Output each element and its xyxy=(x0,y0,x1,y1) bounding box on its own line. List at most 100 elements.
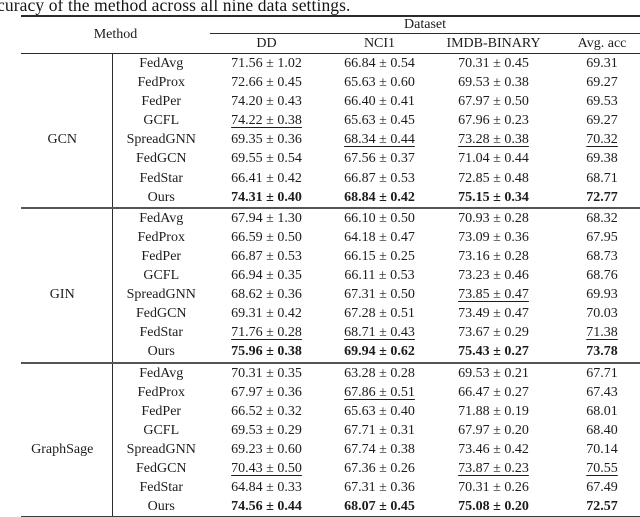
metric-value: 73.78 xyxy=(586,344,618,360)
value-cell: 67.49 xyxy=(551,478,640,497)
value-cell: 65.63 ± 0.60 xyxy=(323,73,436,92)
value-cell: 70.31 ± 0.35 xyxy=(210,363,323,383)
value-cell: 68.71 xyxy=(551,169,640,188)
metric-value: 67.74 ± 0.38 xyxy=(344,441,415,457)
group-cell-empty xyxy=(21,168,113,188)
group-cell-empty xyxy=(21,304,113,324)
value-cell: 68.40 xyxy=(551,421,640,440)
table-row: FedProx 67.97 ± 0.36 67.86 ± 0.51 66.47 ± 0… xyxy=(21,382,640,402)
metric-value: 67.31 ± 0.50 xyxy=(344,287,415,303)
metric-value: 75.96 ± 0.38 xyxy=(231,344,302,360)
method-name: GCFL xyxy=(143,268,180,284)
value-cell: 74.22 ± 0.38 xyxy=(210,111,323,130)
metric-value: 70.03 xyxy=(586,306,618,322)
value-cell: 65.63 ± 0.40 xyxy=(323,402,436,421)
method-name: GCFL xyxy=(143,113,180,129)
value-cell: 67.31 ± 0.36 xyxy=(323,478,436,497)
group-cell-empty xyxy=(21,111,113,131)
metric-value: 70.31 ± 0.45 xyxy=(458,56,529,71)
value-cell: 69.31 ± 0.42 xyxy=(210,304,323,323)
value-cell: 73.67 ± 0.29 xyxy=(436,323,551,342)
metric-value: 73.23 ± 0.46 xyxy=(458,268,529,284)
metric-value: 68.62 ± 0.36 xyxy=(231,287,302,303)
metric-value: 67.95 xyxy=(586,229,618,245)
value-cell: 70.55 xyxy=(551,459,640,478)
metric-value: 66.47 ± 0.27 xyxy=(458,384,529,400)
value-cell: 71.88 ± 0.19 xyxy=(436,402,551,421)
metric-value: 71.04 ± 0.44 xyxy=(458,151,529,167)
metric-value: 70.93 ± 0.28 xyxy=(458,210,529,226)
metric-value: 71.76 ± 0.28 xyxy=(231,325,302,341)
value-cell: 71.76 ± 0.28 xyxy=(210,323,323,342)
metric-value: 74.20 ± 0.43 xyxy=(231,94,302,110)
method-name: FedPer xyxy=(141,94,182,110)
metric-value: 67.56 ± 0.37 xyxy=(344,151,415,167)
metric-value: 70.14 xyxy=(586,441,618,457)
group-cell-empty xyxy=(21,149,113,169)
value-cell: 69.94 ± 0.62 xyxy=(323,342,436,362)
value-cell: 66.11 ± 0.53 xyxy=(323,266,436,285)
value-cell: 74.56 ± 0.44 xyxy=(210,497,323,517)
value-cell: 70.03 xyxy=(551,304,640,323)
metric-value: 72.66 ± 0.45 xyxy=(231,75,302,91)
method-group-gin: FedAvg 67.94 ± 1.30 66.10 ± 0.50 70.93 ± 0.… xyxy=(21,207,640,363)
metric-value: 73.49 ± 0.47 xyxy=(458,306,529,322)
group-cell-empty xyxy=(21,382,113,402)
metric-value: 71.38 xyxy=(586,325,618,341)
metric-value: 67.97 ± 0.50 xyxy=(458,94,529,110)
table-row: FedAvg 70.31 ± 0.35 63.28 ± 0.28 69.53 ± 0.… xyxy=(21,362,640,383)
metric-value: 64.84 ± 0.33 xyxy=(231,480,302,496)
metric-value: 75.43 ± 0.27 xyxy=(458,344,529,360)
group-cell-empty xyxy=(21,73,113,93)
table-row: FedPer 66.87 ± 0.53 66.15 ± 0.25 73.16 ± 0.… xyxy=(21,246,640,267)
value-cell: 70.14 xyxy=(551,440,640,459)
value-cell: 67.96 ± 0.23 xyxy=(436,111,551,130)
value-cell: 68.32 xyxy=(551,208,640,228)
column-header-nci1: NCI1 xyxy=(323,33,436,54)
metric-value: 73.09 ± 0.36 xyxy=(458,229,529,245)
method-name: FedStar xyxy=(139,325,184,341)
method-name: FedStar xyxy=(139,480,184,496)
metric-value: 74.56 ± 0.44 xyxy=(231,499,302,515)
value-cell: 73.28 ± 0.38 xyxy=(436,130,551,149)
value-cell: 74.31 ± 0.40 xyxy=(210,188,323,208)
table-row: GIN SpreadGNN 68.62 ± 0.36 67.31 ± 0.50 73.8… xyxy=(21,285,640,305)
metric-value: 67.28 ± 0.51 xyxy=(344,306,415,322)
metric-value: 70.32 xyxy=(586,132,618,148)
group-cell-empty xyxy=(21,497,113,517)
method-name: FedProx xyxy=(137,384,185,400)
method-name: FedGCN xyxy=(135,306,187,322)
table-row: FedGCN 70.43 ± 0.50 67.36 ± 0.26 73.87 ± 0.… xyxy=(21,458,640,479)
value-cell: 69.55 ± 0.54 xyxy=(210,149,323,168)
metric-value: 70.43 ± 0.50 xyxy=(231,460,302,476)
table-row: FedPer 66.52 ± 0.32 65.63 ± 0.40 71.88 ± 0.… xyxy=(21,401,640,421)
metric-value: 64.18 ± 0.47 xyxy=(344,229,415,245)
metric-value: 72.85 ± 0.48 xyxy=(458,170,529,186)
column-header-dd: DD xyxy=(210,33,323,54)
method-name: SpreadGNN xyxy=(126,132,196,148)
value-cell: 68.34 ± 0.44 xyxy=(323,130,436,149)
table-row: GCN SpreadGNN 69.35 ± 0.36 68.34 ± 0.44 73.2… xyxy=(21,130,640,150)
value-cell: 64.84 ± 0.33 xyxy=(210,478,323,497)
value-cell: 67.86 ± 0.51 xyxy=(323,383,436,402)
metric-value: 69.23 ± 0.60 xyxy=(231,441,302,457)
metric-value: 70.55 xyxy=(586,460,618,476)
value-cell: 73.23 ± 0.46 xyxy=(436,266,551,285)
method-name: FedPer xyxy=(141,403,182,419)
value-cell: 72.57 xyxy=(551,497,640,517)
table-row: GraphSage SpreadGNN 69.23 ± 0.60 67.74 ± 0.… xyxy=(21,439,640,459)
value-cell: 73.16 ± 0.28 xyxy=(436,247,551,266)
value-cell: 66.59 ± 0.50 xyxy=(210,228,323,247)
metric-value: 69.38 xyxy=(586,151,618,167)
method-name: FedStar xyxy=(139,170,184,186)
metric-value: 67.36 ± 0.26 xyxy=(344,460,415,476)
value-cell: 73.85 ± 0.47 xyxy=(436,285,551,304)
table-row: GCFL 74.22 ± 0.38 65.63 ± 0.45 67.96 ± 0.23… xyxy=(21,111,640,131)
column-header-avg-acc: Avg. acc xyxy=(551,33,640,54)
metric-value: 66.87 ± 0.53 xyxy=(344,170,415,186)
value-cell: 68.73 xyxy=(551,247,640,266)
table-caption-fragment: curacy of the method across all nine dat… xyxy=(0,0,351,15)
table-row: FedStar 66.41 ± 0.42 66.87 ± 0.53 72.85 ± 0… xyxy=(21,168,640,188)
method-group-graphsage: FedAvg 70.31 ± 0.35 63.28 ± 0.28 69.53 ± 0.… xyxy=(21,362,640,517)
